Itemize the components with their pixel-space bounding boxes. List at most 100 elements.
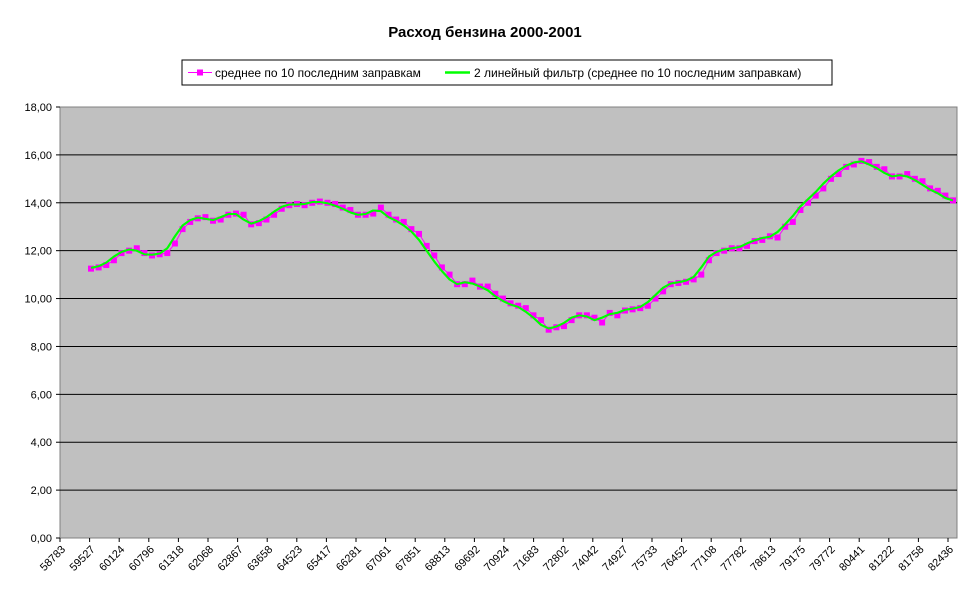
data-point-marker	[721, 247, 728, 254]
series-line-filter-overlay	[90, 160, 954, 330]
x-tick-label: 75733	[630, 544, 660, 574]
data-point-marker	[164, 250, 171, 257]
x-tick-label: 58783	[38, 544, 68, 574]
data-point-marker	[683, 278, 690, 285]
data-point-marker	[698, 271, 705, 278]
data-point-marker	[492, 290, 499, 297]
x-tick-label: 71683	[512, 544, 542, 574]
data-point-marker	[568, 317, 575, 324]
plot-area	[59, 106, 958, 539]
data-point-marker	[919, 178, 926, 185]
data-point-marker	[866, 159, 873, 166]
data-point-marker	[179, 226, 186, 233]
data-point-marker	[896, 173, 903, 180]
x-axis: 58783 59527 60124 60796 61318 62068 62867 63658…	[38, 538, 956, 574]
x-tick-label: 81222	[867, 544, 897, 574]
data-point-marker	[736, 245, 743, 252]
x-tick-label: 79772	[808, 544, 838, 574]
x-tick-label: 62068	[186, 544, 216, 574]
data-point-marker	[713, 250, 720, 257]
data-point-marker	[515, 302, 522, 309]
legend: среднее по 10 последним заправкам 2 лине…	[181, 59, 833, 86]
data-point-marker	[789, 218, 796, 225]
data-point-marker	[820, 185, 827, 192]
data-point-marker	[217, 216, 224, 223]
data-point-marker	[637, 305, 644, 312]
legend-marker-series-1	[197, 69, 203, 76]
data-point-marker	[187, 218, 194, 225]
x-tick-label: 77108	[689, 544, 719, 574]
data-point-marker	[652, 295, 659, 302]
legend-box	[181, 59, 833, 86]
data-point-marker	[774, 234, 781, 241]
data-point-marker	[255, 220, 262, 227]
data-point-marker	[827, 175, 834, 182]
data-point-marker	[606, 309, 613, 316]
y-tick-label: 6,00	[31, 389, 52, 401]
data-point-marker	[423, 242, 430, 249]
x-tick-label: 69692	[452, 544, 482, 574]
y-tick-label: 0,00	[31, 533, 52, 545]
y-tick-label: 14,00	[24, 198, 52, 210]
data-point-marker	[339, 204, 346, 211]
data-point-marker	[530, 312, 537, 319]
x-tick-label: 79175	[778, 544, 808, 574]
data-point-marker	[133, 245, 140, 252]
y-tick-label: 16,00	[24, 150, 52, 162]
data-point-marker	[591, 314, 598, 321]
x-tick-label: 78613	[748, 544, 778, 574]
data-point-marker	[843, 163, 850, 170]
data-point-marker	[202, 214, 209, 221]
data-point-marker	[141, 250, 148, 257]
data-point-marker	[118, 250, 125, 257]
data-point-marker	[545, 326, 552, 333]
data-point-marker	[263, 216, 270, 223]
data-point-marker	[416, 230, 423, 237]
data-point-marker	[499, 295, 506, 302]
legend-label-series-1: среднее по 10 последним заправкам	[215, 66, 421, 80]
data-point-marker	[759, 236, 766, 243]
data-point-marker	[904, 171, 911, 178]
data-point-marker	[835, 171, 842, 178]
data-point-marker	[95, 264, 102, 271]
x-tick-label: 61318	[156, 544, 186, 574]
x-tick-label: 67061	[364, 544, 394, 574]
x-tick-label: 65417	[304, 544, 334, 574]
data-point-marker	[538, 317, 545, 324]
series-layer	[88, 157, 956, 333]
data-point-marker	[660, 288, 667, 295]
data-point-marker	[126, 247, 133, 254]
data-point-marker	[446, 271, 453, 278]
x-tick-label: 68813	[423, 544, 453, 574]
y-tick-label: 2,00	[31, 485, 52, 497]
data-point-marker	[400, 218, 407, 225]
x-tick-label: 62867	[216, 544, 246, 574]
data-point-marker	[393, 216, 400, 223]
data-point-marker	[744, 242, 751, 249]
data-point-marker	[644, 302, 651, 309]
y-tick-label: 10,00	[24, 294, 52, 306]
data-point-marker	[873, 163, 880, 170]
y-tick-label: 4,00	[31, 437, 52, 449]
data-point-marker	[103, 262, 110, 269]
data-point-marker	[614, 312, 621, 319]
data-point-marker	[599, 319, 606, 326]
data-point-marker	[431, 252, 438, 259]
data-point-marker	[522, 305, 529, 312]
x-tick-label: 67851	[393, 544, 423, 574]
x-tick-label: 59527	[68, 544, 98, 574]
chart-title: Расход бензина 2000-2001	[388, 24, 582, 41]
data-point-marker	[88, 265, 94, 272]
y-tick-label: 18,00	[24, 102, 52, 114]
data-point-marker	[438, 264, 445, 271]
x-tick-label: 63658	[245, 544, 275, 574]
data-point-marker	[812, 192, 819, 199]
data-point-marker	[408, 226, 415, 233]
data-point-marker	[942, 192, 949, 199]
data-point-marker	[911, 175, 918, 182]
x-tick-label: 60796	[127, 544, 157, 574]
data-point-marker	[934, 187, 941, 194]
data-point-marker	[881, 166, 888, 173]
